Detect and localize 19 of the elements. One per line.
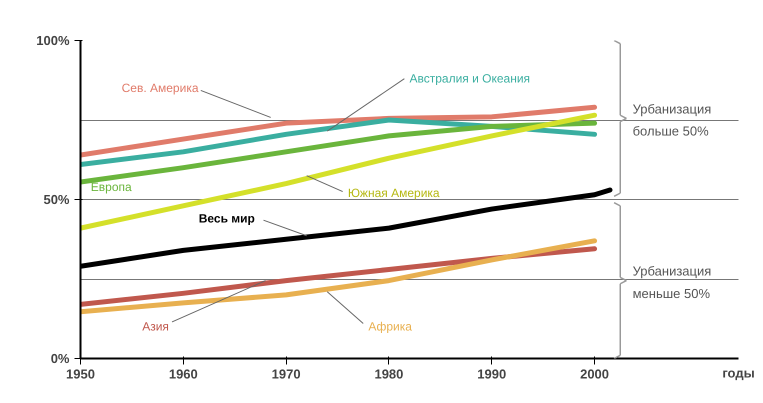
x-tick-label: 1970 xyxy=(272,366,301,382)
x-tick-label: 1980 xyxy=(374,366,404,382)
x-tick-label: 1990 xyxy=(477,366,506,382)
x-tick-label: 1950 xyxy=(66,366,95,382)
series-label: Южная Америка xyxy=(348,186,440,200)
series-label: Европа xyxy=(90,180,132,194)
annotation: Урбанизация больше 50% xyxy=(632,101,712,139)
text: Сев. Америка xyxy=(122,81,199,96)
y-tick-label: 50% xyxy=(43,192,70,207)
x-tick-label: 1960 xyxy=(168,366,198,382)
y-tick-label: 0% xyxy=(50,351,70,366)
annotation: Урбанизация меньше 50% xyxy=(632,264,712,301)
x-tick-label: 2000 xyxy=(580,366,610,382)
y-tick-label: 100% xyxy=(36,33,70,48)
text: Австралия и Океания xyxy=(410,72,530,86)
text: Африка xyxy=(368,320,412,334)
series-label: Азия xyxy=(142,320,169,334)
series-label: Весь мир xyxy=(198,212,255,226)
x-axis-title: годы xyxy=(722,366,755,380)
